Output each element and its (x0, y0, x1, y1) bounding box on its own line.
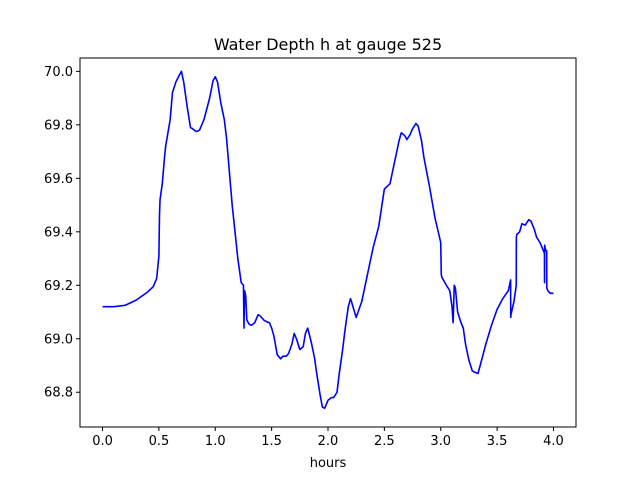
series-line-0 (102, 70, 554, 410)
y-tick-label: 69.8 (44, 118, 73, 133)
chart-title: Water Depth h at gauge 525 (214, 35, 442, 54)
x-tick-label: 2.0 (318, 434, 339, 449)
y-tick-label: 69.6 (44, 172, 73, 187)
x-tick-label: 1.5 (261, 434, 282, 449)
x-tick-label: 2.5 (374, 434, 395, 449)
x-tick-label: 3.0 (430, 434, 451, 449)
y-tick-label: 68.8 (44, 386, 73, 401)
y-tick-label: 69.0 (44, 332, 73, 347)
x-tick-label: 4.0 (543, 434, 564, 449)
y-tick-label: 70.0 (44, 65, 73, 80)
y-tick-label: 69.4 (44, 225, 73, 240)
x-tick-label: 3.5 (487, 434, 508, 449)
y-tick-label: 69.2 (44, 279, 73, 294)
x-tick-label: 1.0 (205, 434, 226, 449)
x-tick-label: 0.0 (92, 434, 113, 449)
x-axis-label: hours (310, 456, 347, 471)
x-tick-label: 0.5 (149, 434, 170, 449)
